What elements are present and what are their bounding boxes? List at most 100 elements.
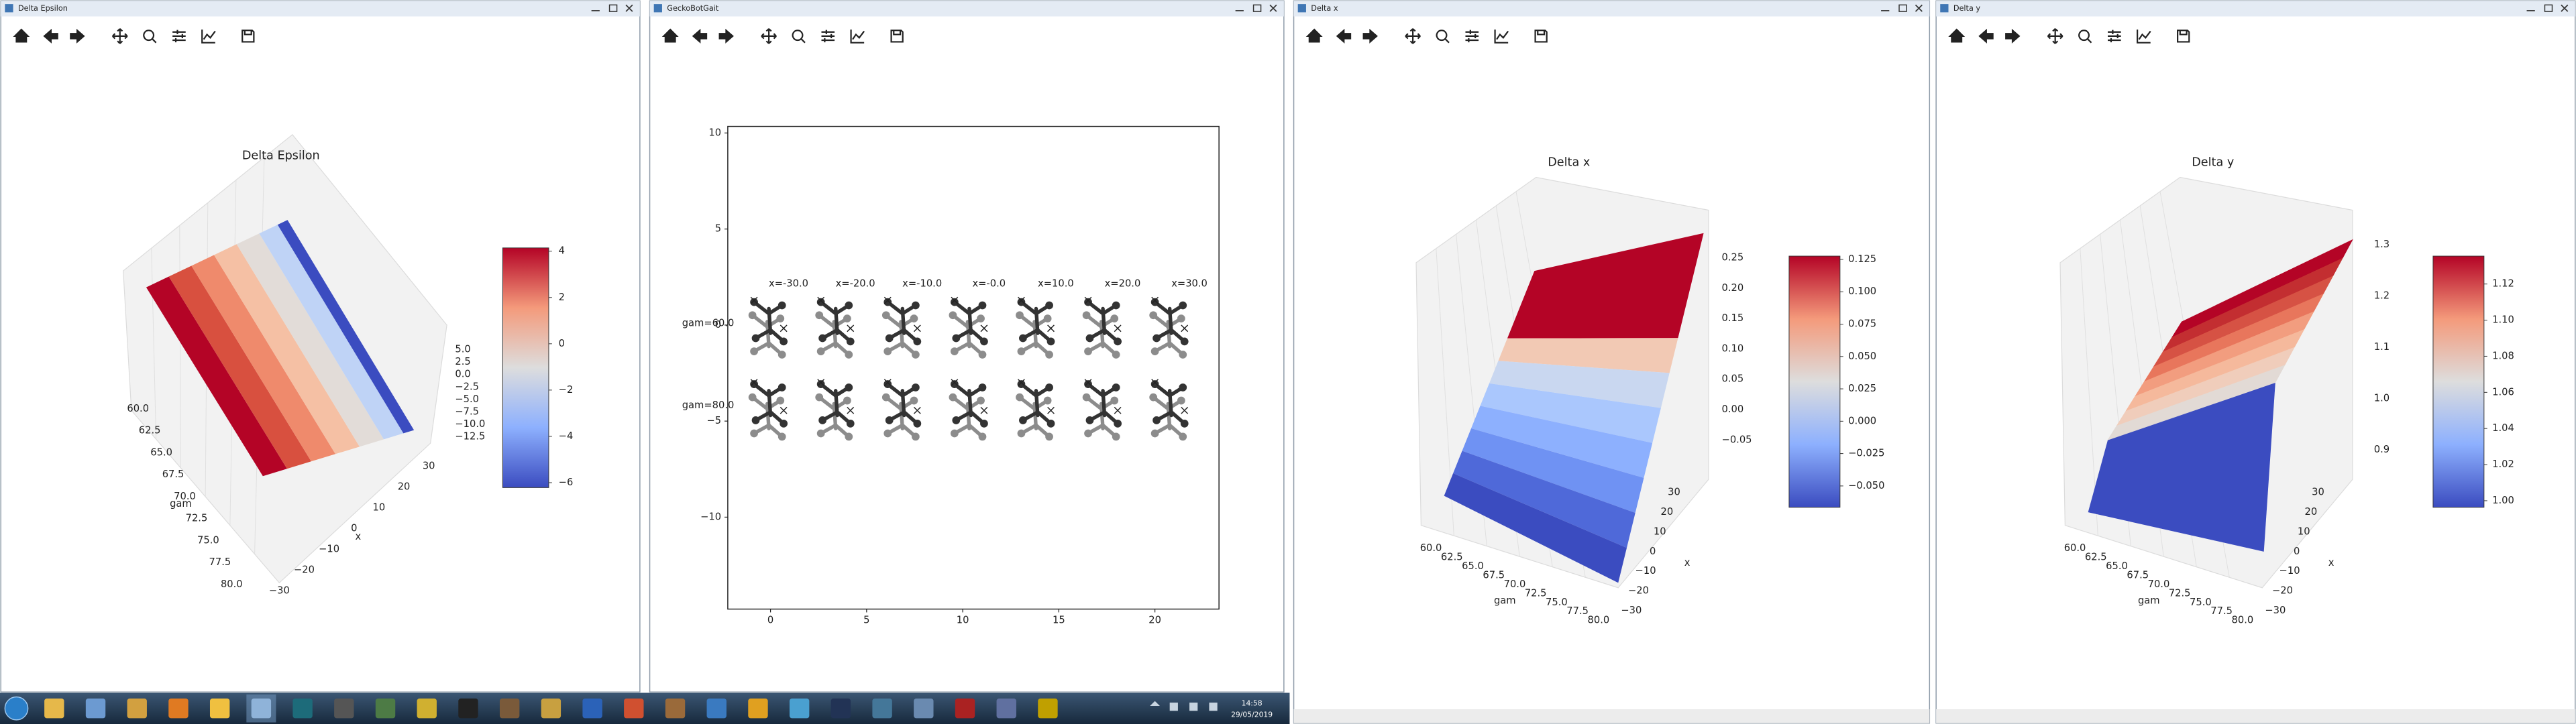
back-button[interactable] [1978,28,1994,44]
maximize-button[interactable] [2544,4,2553,12]
zoom-button[interactable] [2078,29,2092,44]
taskbar-app[interactable] [541,699,561,719]
save-button[interactable] [241,29,255,43]
taskbar-app[interactable] [955,699,975,719]
subplots-button[interactable] [821,29,835,43]
back-button[interactable] [43,28,58,44]
taskbar-app[interactable] [85,699,106,719]
save-button[interactable] [1534,29,1548,43]
zoom-button[interactable] [792,29,806,44]
gecko-pose [815,296,855,359]
taskbar-app[interactable] [789,699,810,719]
taskbar-app[interactable] [417,699,437,719]
taskbar-app[interactable] [458,699,478,719]
foot-marker [1151,379,1189,414]
taskbar-app[interactable] [1038,699,1058,719]
taskbar-app[interactable] [996,699,1016,719]
gecko-pose [1016,296,1055,359]
taskbar-app[interactable] [209,699,230,719]
pane-grid-line [179,225,181,468]
edit-axes-button[interactable] [1494,29,1509,44]
close-button[interactable] [1915,4,1923,12]
gecko-body [818,382,853,426]
gecko-pose [748,379,788,441]
taskbar-app[interactable] [624,699,644,719]
gam-axis-label: gam [1494,595,1516,606]
taskbar-app[interactable] [830,699,851,719]
gecko-foot [1084,380,1092,388]
close-button[interactable] [2561,4,2569,12]
gecko-foot [881,393,890,402]
status-bar [1936,709,2575,723]
taskbar-app[interactable] [334,699,354,719]
gecko-body [1151,395,1185,439]
gecko-body [1152,382,1187,426]
taskbar-app[interactable] [582,699,602,719]
home-button[interactable] [1305,28,1323,43]
forward-button[interactable] [2005,28,2021,44]
pan-button[interactable] [2047,28,2063,44]
foot-marker [951,379,988,414]
axes-frame [727,125,1220,610]
x-tick-label: 0 [767,615,773,626]
taskbar-app[interactable] [872,699,892,719]
edit-axes-button[interactable] [201,29,216,44]
taskbar-app[interactable] [127,699,147,719]
taskbar-app[interactable] [706,699,727,719]
gecko-foot [913,337,922,346]
gecko-foot [1179,351,1187,359]
pan-button[interactable] [761,28,777,44]
gecko-foot [1043,396,1052,405]
status-bar [1293,709,1930,723]
window-icon [5,4,13,13]
edit-axes-button[interactable] [2137,29,2151,44]
gecko-pose [748,296,788,359]
gecko-foot [883,429,892,438]
taskbar-app[interactable] [168,699,189,719]
home-button[interactable] [13,28,30,43]
taskbar-app[interactable] [499,699,520,719]
gecko-foot [1046,419,1055,428]
surface-band [259,225,404,440]
zoom-button[interactable] [1436,29,1450,44]
gam-axis-label: gam [170,498,192,509]
x-tick-label: 30 [1668,487,1680,498]
taskbar-app[interactable] [44,699,64,719]
subplots-button[interactable] [1465,29,1479,43]
taskbar-app[interactable] [665,699,686,719]
gam-tick-label: 67.5 [162,469,184,480]
edit-axes-button[interactable] [850,29,865,44]
home-button[interactable] [1948,28,1966,43]
save-button[interactable] [890,29,904,43]
maximize-button[interactable] [608,4,618,12]
forward-button[interactable] [70,28,85,44]
close-button[interactable] [1269,4,1277,12]
subplots-button[interactable] [2108,29,2121,43]
gecko-body [884,395,918,439]
taskbar-app[interactable] [748,699,768,719]
surface-band [1444,473,1627,583]
gecko-foot [980,337,988,346]
gecko-pose [1082,379,1122,441]
maximize-button[interactable] [1252,4,1262,12]
surface-band [214,244,360,455]
maximize-button[interactable] [1898,4,1907,12]
back-button[interactable] [1336,28,1352,44]
back-button[interactable] [692,28,708,44]
close-button[interactable] [625,4,633,12]
forward-button[interactable] [718,28,734,44]
zoom-button[interactable] [143,29,157,44]
foot-marker [883,296,921,333]
taskbar-app[interactable] [251,699,272,719]
taskbar-app[interactable] [375,699,396,719]
taskbar-app[interactable] [292,699,313,719]
home-button[interactable] [661,28,679,43]
subplots-button[interactable] [172,29,186,43]
start-button[interactable] [4,696,29,721]
forward-button[interactable] [1362,28,1378,44]
pan-button[interactable] [111,28,128,44]
pan-button[interactable] [1405,28,1421,44]
save-button[interactable] [2177,29,2190,43]
gecko-foot [1045,432,1053,441]
taskbar-app[interactable] [914,699,934,719]
